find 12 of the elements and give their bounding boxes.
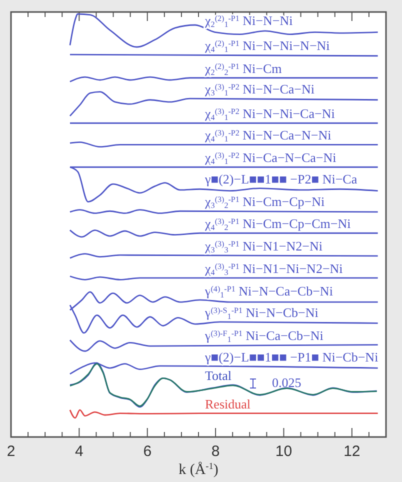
series-label: γ■(2)−L■■1■■ −P2■ Ni−Ca [204, 171, 358, 186]
x-tick-label: 4 [75, 443, 84, 460]
series-label: Residual [205, 396, 251, 412]
x-tick-label: 6 [143, 443, 152, 460]
legend-label: Total [205, 368, 232, 383]
series-label: γ■(2)−L■■1■■ −P1■ Ni−Cb−Ni [204, 349, 379, 364]
annotation: 0.025 [272, 375, 302, 390]
x-tick-label: 8 [211, 443, 220, 460]
x-tick-label: 10 [275, 443, 292, 460]
x-axis-title: k (Å$^{-1}$) [178, 461, 218, 478]
x-tick-label: 2 [6, 443, 16, 460]
x-tick-label: 12 [344, 443, 360, 460]
